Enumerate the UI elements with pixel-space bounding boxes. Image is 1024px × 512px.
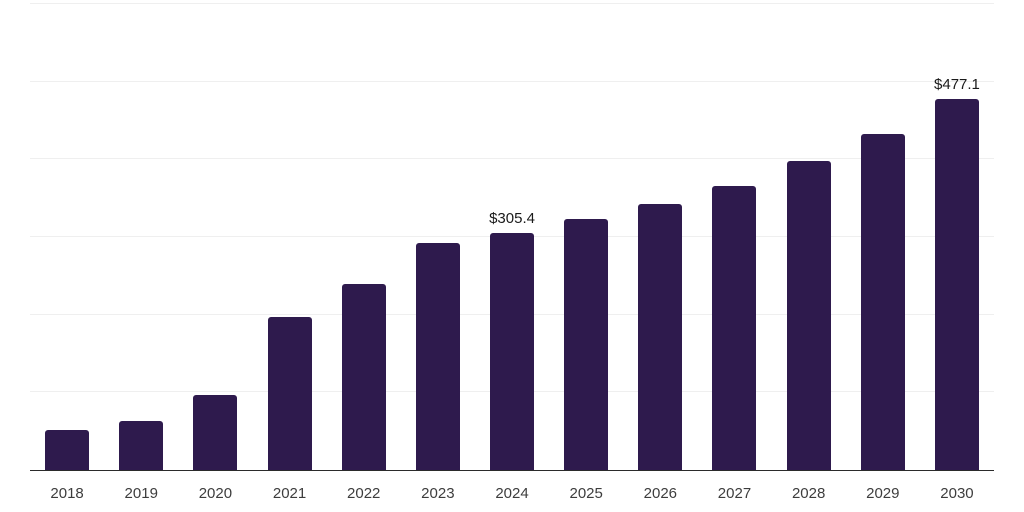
bar-2021 — [267, 316, 312, 470]
bar-2028 — [786, 161, 831, 470]
gridline-600 — [30, 3, 994, 4]
bar-slot-2025 — [549, 4, 623, 470]
bar-2024 — [490, 232, 535, 470]
bar-slot-2024: $305.4 — [475, 4, 549, 470]
bar-slot-2023 — [401, 4, 475, 470]
bar-slot-2027 — [697, 4, 771, 470]
bar-slot-2022 — [327, 4, 401, 470]
bar-slot-2019 — [104, 4, 178, 470]
bar-2018 — [45, 429, 90, 470]
bar-slot-2026 — [623, 4, 697, 470]
x-tick-2021: 2021 — [272, 485, 307, 502]
x-tick-2020: 2020 — [198, 485, 233, 502]
x-tick-2019: 2019 — [124, 485, 158, 502]
x-tick-2026: 2026 — [643, 485, 678, 502]
bar-slot-2018 — [30, 4, 104, 470]
bar-2019 — [119, 421, 164, 470]
bar-2027 — [712, 186, 757, 470]
x-tick-2027: 2027 — [717, 485, 752, 502]
gridline-500 — [30, 80, 994, 82]
bar-slot-2029 — [846, 4, 920, 470]
bar-slot-2021 — [252, 4, 326, 470]
x-tick-2023: 2023 — [421, 485, 455, 502]
value-label-2030: $477.1 — [934, 76, 980, 94]
bar-2025 — [564, 219, 609, 470]
x-tick-2028: 2028 — [791, 485, 826, 502]
x-tick-2029: 2029 — [866, 485, 900, 502]
bar-slot-2028 — [772, 4, 846, 470]
value-label-2024: $305.4 — [489, 209, 535, 227]
bar-2022 — [341, 283, 386, 470]
bar-2029 — [860, 133, 905, 470]
bar-slot-2020 — [178, 4, 252, 470]
gridline-400 — [30, 158, 994, 160]
x-tick-2024: 2024 — [495, 485, 529, 502]
bar-2030 — [934, 99, 979, 470]
bars-container: $305.4 $477.1 — [30, 4, 994, 470]
x-tick-2030: 2030 — [940, 485, 974, 502]
bar-2020 — [193, 395, 238, 470]
x-tick-2018: 2018 — [50, 485, 84, 502]
bar-chart: $305.4 $477.1 2018 2019 2020 2021 2022 2023 202… — [30, 3, 994, 502]
bar-2026 — [638, 204, 683, 470]
bar-slot-2030: $477.1 — [920, 4, 994, 470]
plot-area: $305.4 $477.1 — [30, 3, 994, 471]
x-tick-2025: 2025 — [569, 485, 603, 502]
x-tick-2022: 2022 — [347, 485, 381, 502]
x-axis-labels: 2018 2019 2020 2021 2022 2023 2024 2025 2026 2027… — [30, 471, 994, 502]
bar-2023 — [415, 242, 460, 470]
